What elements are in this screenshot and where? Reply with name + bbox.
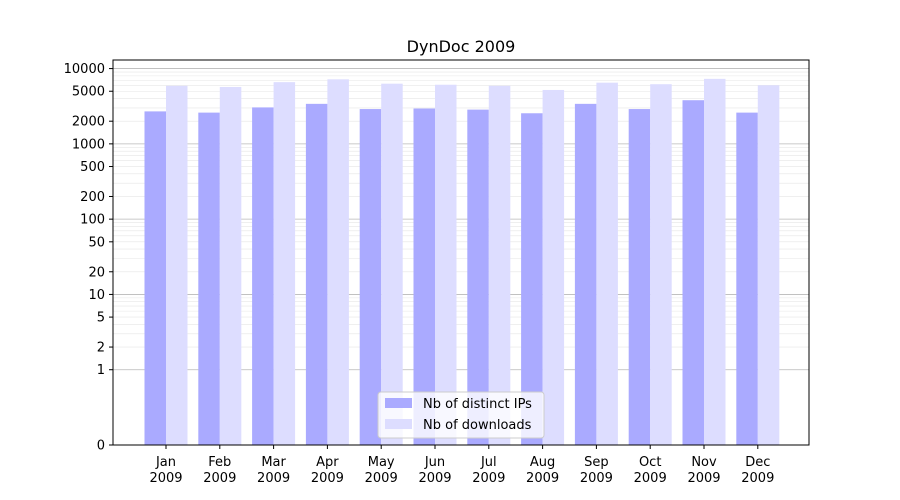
x-tick-label-year: 2009 bbox=[203, 471, 236, 486]
bars bbox=[144, 78, 780, 446]
x-tick-label-month: Mar bbox=[261, 455, 286, 470]
bar-downloads bbox=[757, 85, 780, 445]
bar-downloads bbox=[704, 78, 726, 446]
bar-downloads bbox=[166, 85, 188, 446]
y-tick-label: 500 bbox=[80, 160, 105, 175]
bar-distinct-ips bbox=[736, 112, 758, 445]
bar-distinct-ips bbox=[628, 109, 651, 445]
x-tick-label-month: Oct bbox=[639, 455, 661, 470]
x-tick-label-year: 2009 bbox=[634, 471, 667, 486]
x-tick-label-year: 2009 bbox=[418, 471, 451, 486]
y-tick-label: 20 bbox=[88, 265, 105, 280]
bar-downloads bbox=[435, 84, 457, 445]
bar-distinct-ips bbox=[467, 109, 489, 445]
x-tick-label-month: Jun bbox=[424, 455, 445, 470]
x-tick-label-year: 2009 bbox=[311, 471, 344, 486]
y-tick-label: 1 bbox=[97, 363, 105, 378]
bar-downloads bbox=[327, 79, 349, 445]
x-tick-label-month: Jul bbox=[480, 455, 497, 470]
x-axis: Jan2009Feb2009Mar2009Apr2009May2009Jun20… bbox=[149, 445, 774, 486]
x-tick-label-year: 2009 bbox=[687, 471, 720, 486]
x-tick-label-year: 2009 bbox=[741, 471, 774, 486]
x-tick-label-month: Aug bbox=[530, 455, 555, 470]
bar-distinct-ips bbox=[413, 108, 435, 445]
legend-box bbox=[377, 391, 545, 439]
x-tick-label-year: 2009 bbox=[257, 471, 290, 486]
legend-swatch-ips bbox=[385, 398, 412, 408]
bar-distinct-ips bbox=[198, 112, 220, 445]
chart-title: DynDoc 2009 bbox=[407, 37, 516, 56]
y-tick-label: 0 bbox=[97, 439, 105, 454]
bar-distinct-ips bbox=[574, 103, 597, 445]
y-tick-label: 10 bbox=[88, 288, 105, 303]
bar-distinct-ips bbox=[305, 103, 328, 445]
y-tick-label: 10000 bbox=[64, 62, 105, 77]
legend-label-ips: Nb of distinct IPs bbox=[423, 397, 532, 412]
y-tick-label: 100 bbox=[80, 213, 105, 228]
x-tick-label-year: 2009 bbox=[580, 471, 613, 486]
bar-downloads bbox=[273, 82, 296, 446]
x-tick-label-month: Feb bbox=[208, 455, 231, 470]
bar-distinct-ips bbox=[252, 107, 274, 445]
bar-downloads bbox=[488, 85, 511, 446]
x-tick-label-month: May bbox=[368, 455, 395, 470]
plot-frame bbox=[112, 59, 810, 446]
bar-distinct-ips bbox=[521, 113, 543, 445]
y-tick-label: 2 bbox=[97, 341, 105, 356]
x-tick-label-year: 2009 bbox=[149, 471, 182, 486]
x-tick-label-month: Apr bbox=[316, 455, 339, 470]
x-tick-label-year: 2009 bbox=[472, 471, 505, 486]
y-tick-label: 5 bbox=[97, 311, 105, 326]
y-tick-label: 1000 bbox=[72, 137, 105, 152]
y-tick-label: 50 bbox=[88, 235, 105, 250]
bar-downloads bbox=[650, 84, 672, 445]
legend-label-downloads: Nb of downloads bbox=[423, 418, 532, 433]
legend-swatch-downloads bbox=[385, 419, 412, 429]
y-axis: 0 1 2 5 10 20 50 100 200 500 1000 2000 5000 10000 bbox=[64, 62, 113, 454]
x-tick-label-month: Jan bbox=[155, 455, 176, 470]
x-tick-label-month: Sep bbox=[584, 455, 609, 470]
bar-distinct-ips bbox=[359, 109, 382, 445]
bar-downloads bbox=[596, 82, 618, 446]
legend: Nb of distinct IPs Nb of downloads bbox=[377, 391, 545, 439]
bar-downloads bbox=[219, 86, 242, 445]
bar-distinct-ips bbox=[682, 100, 704, 446]
bar-downloads bbox=[381, 83, 403, 445]
y-tick-label: 200 bbox=[80, 190, 105, 205]
bar-distinct-ips bbox=[144, 111, 166, 445]
y-tick-label: 5000 bbox=[72, 85, 105, 100]
x-tick-label-month: Nov bbox=[691, 455, 717, 470]
x-tick-label-month: Dec bbox=[745, 455, 770, 470]
x-tick-label-year: 2009 bbox=[365, 471, 398, 486]
x-tick-label-year: 2009 bbox=[526, 471, 559, 486]
y-tick-label: 2000 bbox=[72, 115, 105, 130]
bar-downloads bbox=[542, 89, 565, 445]
